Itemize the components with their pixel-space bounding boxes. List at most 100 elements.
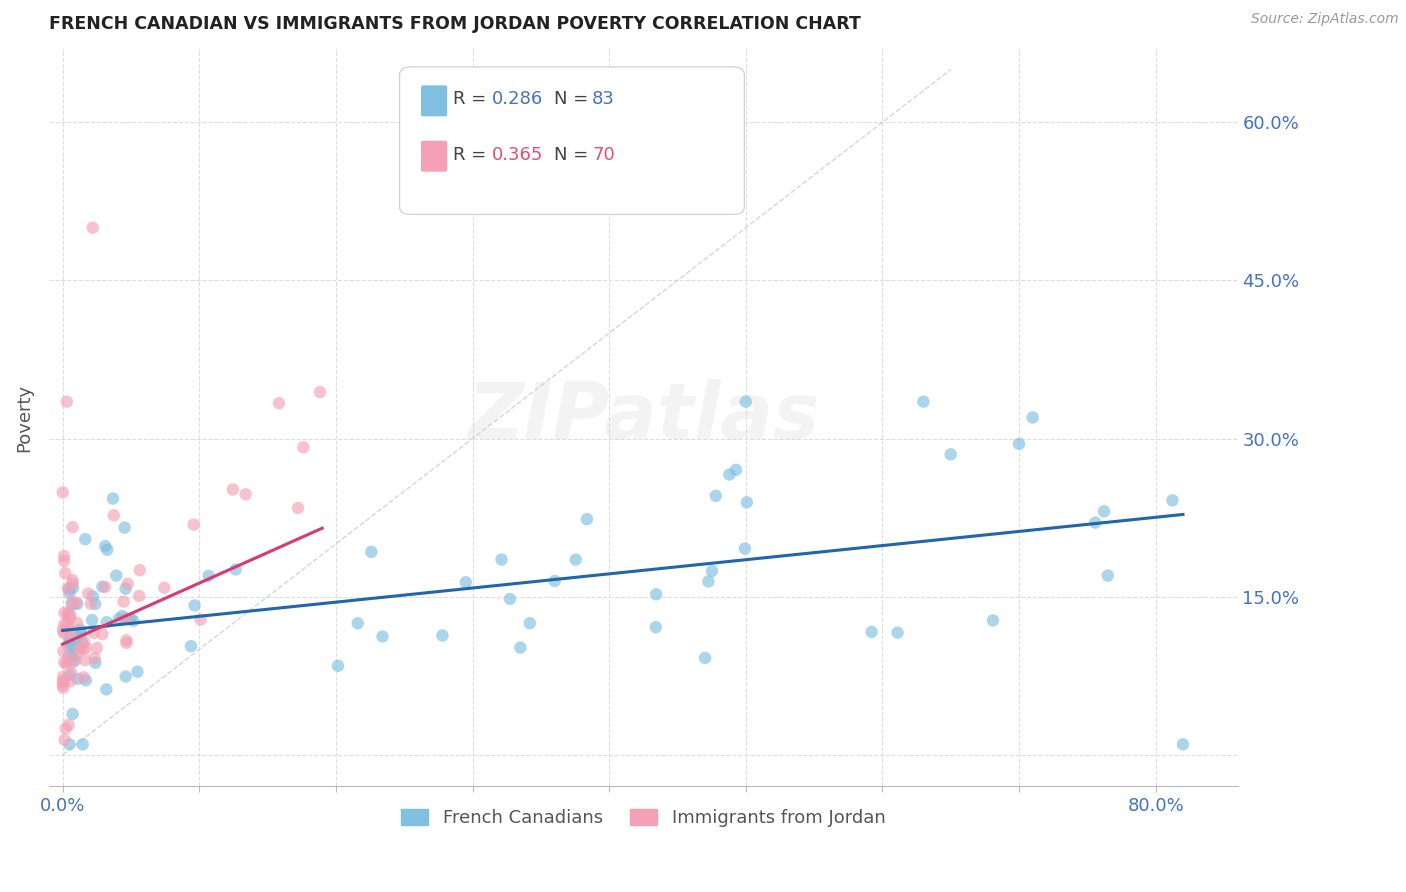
Point	[69, 623, 91, 637]
Point	[58, 632, 80, 646]
Point	[693, 651, 716, 665]
Point	[55, 617, 77, 632]
Point	[360, 545, 382, 559]
Point	[108, 612, 131, 626]
Point	[66, 631, 89, 645]
Point	[287, 501, 309, 516]
Point	[718, 467, 741, 482]
Point	[63, 654, 86, 668]
Point	[55, 657, 77, 672]
Point	[153, 581, 176, 595]
Text: R =: R =	[453, 90, 492, 108]
Point	[53, 606, 76, 620]
Point	[886, 625, 908, 640]
Point	[183, 599, 205, 613]
Point	[75, 673, 97, 688]
Point	[58, 607, 80, 621]
Point	[1084, 516, 1107, 530]
Point	[75, 641, 97, 656]
Point	[96, 615, 118, 630]
Point	[91, 580, 114, 594]
Point	[75, 532, 97, 546]
Point	[62, 574, 84, 588]
Point	[58, 582, 80, 596]
Point	[127, 665, 149, 679]
FancyBboxPatch shape	[420, 141, 447, 171]
Point	[509, 640, 531, 655]
Point	[55, 394, 77, 409]
Point	[59, 626, 82, 640]
Text: 70: 70	[592, 145, 614, 164]
Point	[105, 568, 128, 582]
Point	[734, 541, 756, 556]
Point	[53, 655, 76, 669]
Point	[103, 508, 125, 523]
Point	[53, 617, 76, 632]
Point	[222, 483, 245, 497]
Point	[58, 639, 80, 653]
Point	[53, 549, 76, 563]
Point	[83, 651, 105, 665]
Point	[1092, 504, 1115, 518]
Point	[53, 673, 76, 688]
Point	[115, 612, 138, 626]
Point	[84, 656, 107, 670]
Point	[84, 597, 107, 611]
Point	[52, 485, 75, 500]
Point	[53, 554, 76, 568]
Point	[59, 674, 82, 689]
Point	[111, 609, 134, 624]
Text: N =: N =	[554, 90, 595, 108]
Point	[644, 620, 666, 634]
Point	[112, 594, 135, 608]
Point	[128, 589, 150, 603]
Point	[114, 670, 136, 684]
Point	[53, 566, 76, 581]
Point	[56, 654, 79, 668]
Point	[697, 574, 720, 589]
Point	[58, 648, 80, 662]
FancyBboxPatch shape	[420, 86, 447, 116]
Point	[60, 666, 83, 681]
Point	[346, 616, 368, 631]
Point	[292, 440, 315, 454]
Point	[575, 512, 598, 526]
Point	[70, 636, 93, 650]
Point	[82, 220, 104, 235]
Point	[73, 653, 96, 667]
Point	[53, 732, 76, 747]
Point	[499, 591, 522, 606]
Point	[62, 706, 84, 721]
Point	[52, 670, 75, 684]
Point	[66, 597, 89, 611]
Point	[52, 678, 75, 692]
Point	[454, 575, 477, 590]
Point	[62, 581, 84, 595]
Point	[62, 649, 84, 664]
Point	[267, 396, 290, 410]
Point	[60, 656, 83, 670]
Point	[120, 612, 142, 626]
Point	[72, 642, 94, 657]
Text: 83: 83	[592, 90, 614, 108]
Point	[101, 491, 124, 506]
Text: R =: R =	[453, 145, 492, 164]
Point	[94, 539, 117, 553]
Point	[700, 564, 723, 578]
Point	[86, 640, 108, 655]
Point	[115, 633, 138, 648]
Point	[225, 562, 247, 576]
Point	[72, 737, 94, 751]
Point	[183, 517, 205, 532]
Point	[491, 552, 513, 566]
Text: 0.365: 0.365	[492, 145, 544, 164]
Point	[52, 626, 75, 640]
Point	[114, 520, 136, 534]
Point	[1097, 568, 1119, 582]
Point	[981, 614, 1004, 628]
Point	[52, 623, 75, 637]
Point	[73, 635, 96, 649]
Point	[52, 681, 75, 695]
Point	[544, 574, 567, 588]
Point	[912, 394, 935, 409]
